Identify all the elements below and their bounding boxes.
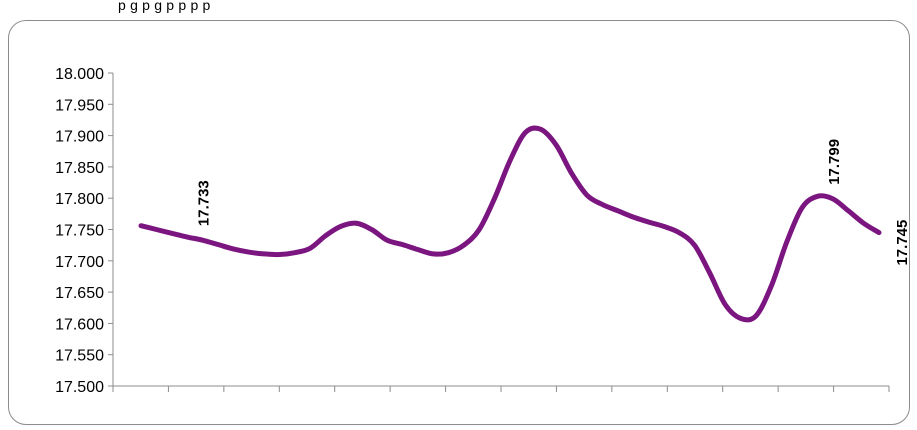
y-tick-label: 17.750 <box>55 223 104 240</box>
line-chart: 18.000 17.950 17.900 17.850 17.800 17.750 17.7… <box>55 66 912 396</box>
x-axis <box>112 385 890 392</box>
series-line <box>138 125 882 323</box>
chart-frame: 18.000 17.950 17.900 17.850 17.800 17.750 17.7… <box>8 20 912 425</box>
y-tick-label: 17.700 <box>55 254 104 271</box>
top-caption: p g p g p p p p <box>118 0 211 13</box>
y-tick-label: 18.000 <box>55 66 104 83</box>
y-tick-label: 17.850 <box>55 160 104 177</box>
y-tick-label: 17.650 <box>55 285 104 302</box>
y-tick-label: 17.900 <box>55 129 104 146</box>
y-tick-label: 17.800 <box>55 191 104 208</box>
data-label: 17.745 <box>894 220 911 266</box>
y-tick-label: 17.600 <box>55 316 104 333</box>
y-axis: 18.000 17.950 17.900 17.850 17.800 17.750 17.7… <box>55 66 114 396</box>
data-label: 17.799 <box>826 139 843 185</box>
y-tick-label: 17.500 <box>55 379 104 396</box>
y-tick-label: 17.950 <box>55 97 104 114</box>
y-tick-label: 17.550 <box>55 348 104 365</box>
series-lines <box>138 125 882 323</box>
data-labels: 17.733 17.799 17.745 <box>196 139 912 266</box>
data-label: 17.733 <box>196 180 213 226</box>
